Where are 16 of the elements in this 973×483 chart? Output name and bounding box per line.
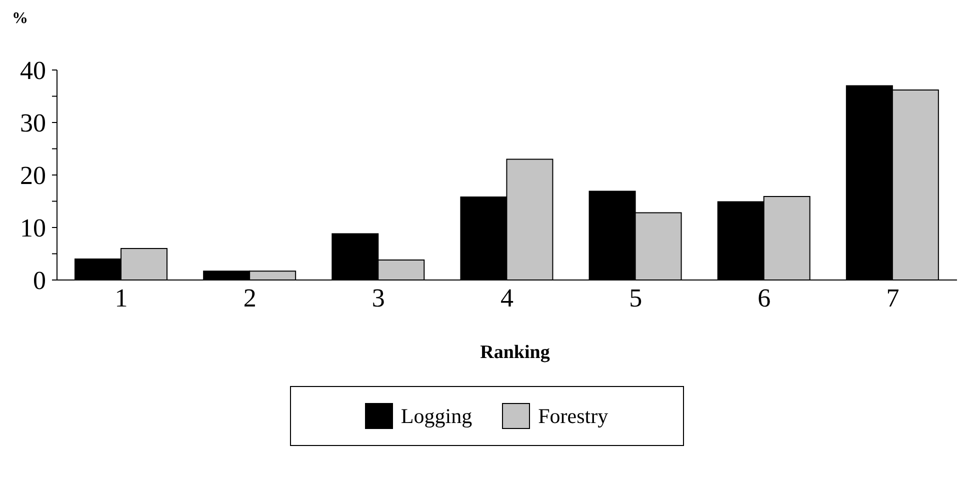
legend-label: Logging	[400, 404, 472, 428]
x-tick-label: 1	[114, 283, 128, 312]
x-tick-label: 3	[372, 283, 385, 312]
y-axis-title: %	[12, 10, 28, 28]
x-axis-title: Ranking	[479, 342, 551, 364]
y-tick-label: 10	[20, 214, 46, 243]
y-tick-label: 30	[20, 108, 46, 138]
x-tick-label: 4	[500, 283, 514, 312]
legend-label: Forestry	[538, 404, 608, 428]
x-tick-label: 5	[629, 283, 642, 312]
x-tick-label: 2	[243, 283, 256, 312]
x-tick-label: 7	[886, 283, 900, 312]
x-tick-label: 6	[758, 283, 771, 312]
y-tick-label: 20	[20, 161, 46, 190]
y-tick-label: 0	[33, 266, 46, 296]
y-tick-label: 40	[20, 56, 46, 86]
